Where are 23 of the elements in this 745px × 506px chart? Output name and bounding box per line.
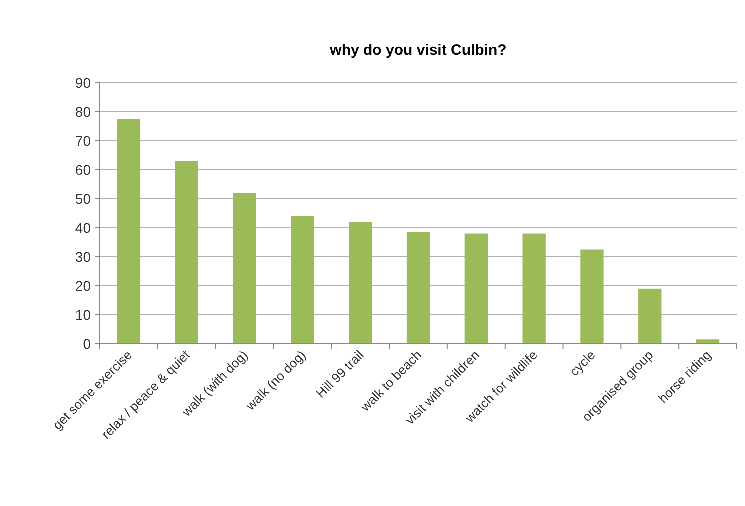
y-tick-label: 80 <box>75 104 92 120</box>
y-tick-label: 90 <box>75 74 92 91</box>
y-tick-label: 40 <box>75 220 92 236</box>
y-tick-label: 50 <box>75 190 92 207</box>
y-tick-label: 20 <box>75 278 92 294</box>
x-tick-label: Hill 99 trail <box>313 347 367 402</box>
bar <box>291 216 314 344</box>
y-tick-label: 10 <box>75 306 92 323</box>
y-tick-label: 70 <box>75 132 92 149</box>
bar <box>638 288 662 344</box>
bar <box>522 234 546 344</box>
y-tick-label: 60 <box>75 162 92 178</box>
bar <box>580 250 604 344</box>
bar <box>175 161 198 344</box>
bar <box>117 119 141 344</box>
y-tick-label: 0 <box>83 336 92 352</box>
bar <box>349 222 372 344</box>
bar <box>233 193 256 344</box>
bar <box>464 234 488 344</box>
y-tick-label: 30 <box>75 248 92 265</box>
bar <box>696 340 720 344</box>
bar <box>406 232 430 344</box>
chart-title: why do you visit Culbin? <box>329 42 507 59</box>
